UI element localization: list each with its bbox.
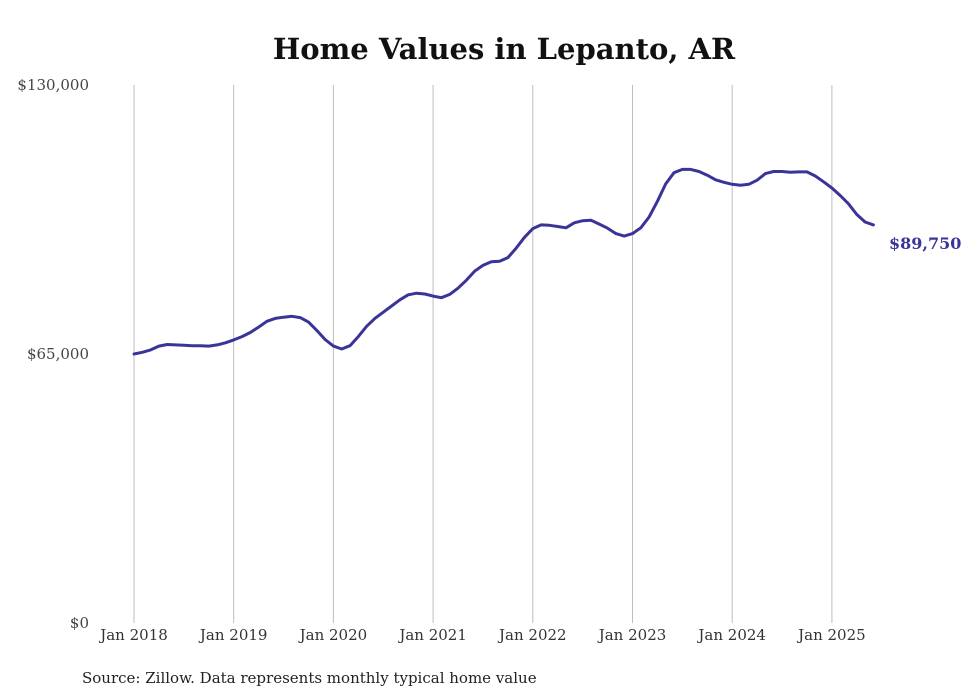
series-line: [132, 167, 875, 356]
y-tick-label: $65,000: [27, 345, 89, 363]
source-note: Source: Zillow. Data represents monthly …: [82, 669, 537, 687]
x-tick-label: Jan 2019: [198, 626, 268, 644]
series-layer: [132, 167, 875, 356]
x-tick-label: Jan 2025: [796, 626, 866, 644]
x-axis: Jan 2018 Jan 2019 Jan 2020 Jan 2021 Jan 2022…: [98, 626, 865, 644]
x-gridlines: [133, 85, 833, 623]
x-tick-label: Jan 2024: [696, 626, 766, 644]
y-tick-label: $130,000: [17, 76, 89, 94]
end-value-label: $89,750: [889, 234, 961, 253]
x-tick-label: Jan 2022: [497, 626, 567, 644]
y-tick-label: $0: [70, 614, 89, 632]
chart-title: Home Values in Lepanto, AR: [273, 32, 736, 66]
x-tick-label: Jan 2018: [98, 626, 168, 644]
x-tick-label: Jan 2023: [597, 626, 667, 644]
x-tick-label: Jan 2020: [298, 626, 368, 644]
y-axis: $0 $65,000 $130,000: [17, 76, 89, 632]
x-tick-label: Jan 2021: [397, 626, 467, 644]
